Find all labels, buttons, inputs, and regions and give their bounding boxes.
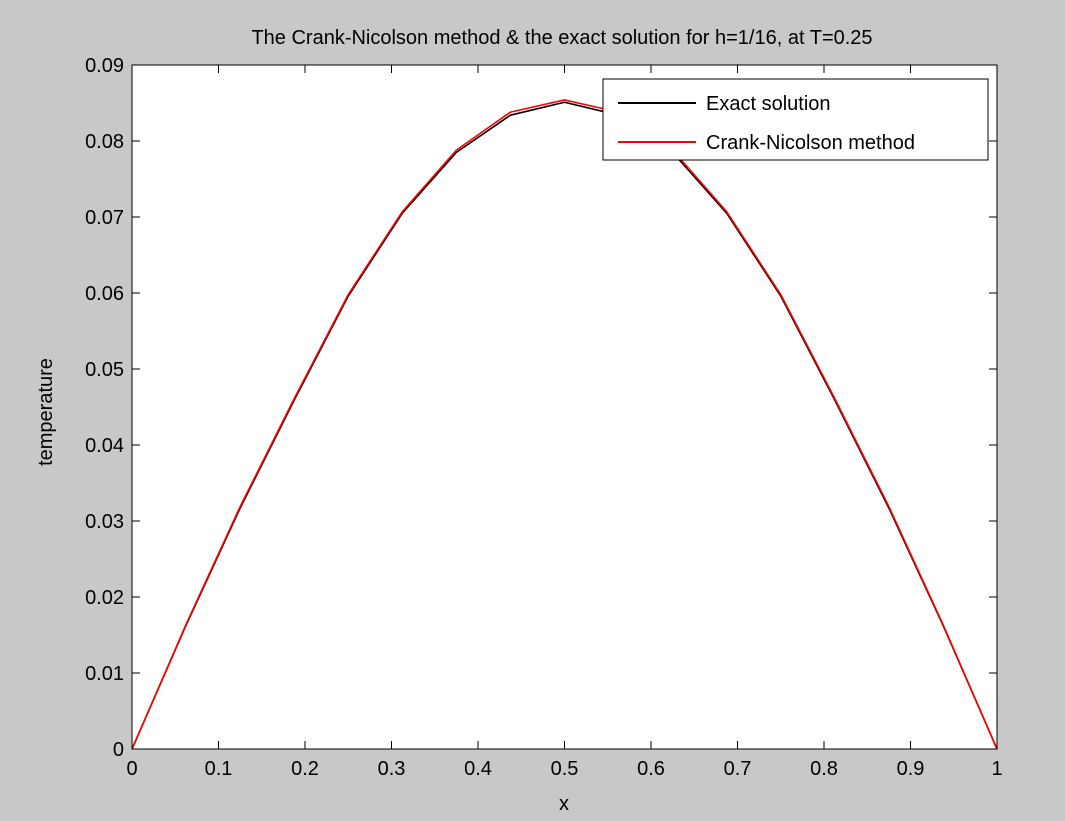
x-tick-label: 0 [126,758,137,780]
x-tick-label: 0.1 [205,758,233,780]
x-tick-label: 0.4 [464,758,492,780]
x-tick-label: 0.6 [637,758,665,780]
legend-label-crank-nicolson-method: Crank-Nicolson method [706,132,915,154]
chart-title: The Crank-Nicolson method & the exact so… [251,27,872,49]
y-tick-label: 0.03 [85,511,124,533]
y-tick-label: 0.02 [85,587,124,609]
y-axis-label: temperature [35,358,57,466]
y-tick-label: 0 [113,739,124,761]
y-axis-ticks: 0 0.01 0.02 0.03 0.04 0.05 0.06 0.07 0.08 0.09 [85,55,997,761]
y-tick-label: 0.05 [85,359,124,381]
x-tick-label: 0.9 [897,758,925,780]
x-axis-label: x [559,793,569,815]
y-tick-label: 0.08 [85,131,124,153]
y-tick-label: 0.09 [85,55,124,77]
y-tick-label: 0.07 [85,207,124,229]
x-tick-label: 0.3 [378,758,406,780]
x-axis-ticks: 0 0.1 0.2 0.3 0.4 0.5 0.6 0.7 0.8 0.9 1 [126,65,1003,780]
series-line-crank-nicolson-method [131,99,998,750]
x-tick-label: 1 [991,758,1002,780]
y-tick-label: 0.01 [85,663,124,685]
y-tick-label: 0.04 [85,435,124,457]
x-tick-label: 0.2 [291,758,319,780]
series-layer [131,99,998,750]
x-tick-label: 0.7 [724,758,752,780]
legend: Exact solution Crank-Nicolson method [602,78,989,161]
legend-box [602,78,989,161]
plot-area [132,65,997,749]
legend-label-exact-solution: Exact solution [706,93,831,115]
x-tick-label: 0.8 [810,758,838,780]
x-tick-label: 0.5 [551,758,579,780]
y-tick-label: 0.06 [85,283,124,305]
